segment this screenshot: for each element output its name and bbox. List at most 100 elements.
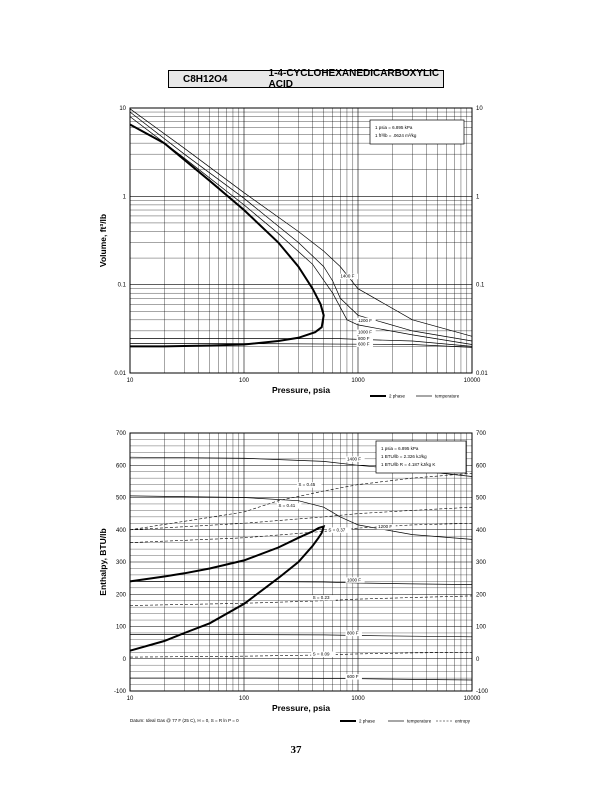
- y-tick-label-right: 300: [476, 560, 487, 566]
- annotation-bg: [345, 630, 362, 637]
- curve-label: S = 0.41: [278, 503, 295, 508]
- curve-label: 1000 F: [358, 330, 372, 335]
- curve-label: 1200 F: [378, 524, 392, 529]
- units-note-line: 1 ft³/lb = .0624 m³/kg: [375, 133, 417, 138]
- annotation-bg: [296, 482, 322, 488]
- curve-label: 1400 F: [340, 274, 354, 279]
- x-tick-label: 1000: [351, 696, 365, 702]
- curve-label: S = 0.23: [313, 595, 330, 600]
- units-note-box: [369, 119, 465, 145]
- annotation-bg: [345, 674, 362, 680]
- x-tick-label: 10000: [464, 378, 481, 384]
- y-tick-label-right: 10: [476, 106, 483, 112]
- curve-label: 1400 F: [347, 456, 361, 461]
- x-tick-label: 10: [127, 378, 134, 384]
- x-tick-label: 1000: [351, 378, 365, 384]
- annotation-bg: [356, 329, 376, 336]
- series-line-600-f: [130, 677, 473, 681]
- series-line-800-f: [130, 634, 473, 638]
- annotation-bg: [338, 273, 359, 280]
- y-tick-label: -100: [114, 689, 127, 695]
- series-line-2-phase: [129, 524, 326, 652]
- y-tick-label-right: 600: [476, 463, 487, 469]
- series-line-800-f: [130, 338, 473, 347]
- series-line-2-phase: [129, 123, 325, 348]
- series-line-1200-f: [129, 111, 473, 342]
- annotation-bg: [326, 527, 352, 533]
- curve-label: 800 F: [358, 336, 370, 341]
- units-note-line: 1 psia = 6.895 kPa: [375, 125, 413, 130]
- y-tick-label-right: 400: [476, 528, 487, 534]
- x-axis-label: Pressure, psia: [272, 703, 330, 713]
- y-tick-label-right: 500: [476, 496, 487, 502]
- x-axis-label: Pressure, psia: [272, 385, 330, 395]
- annotation-bg: [345, 577, 365, 583]
- x-tick-label: 10: [127, 696, 134, 702]
- units-note-line: 1 BTU/lb = 2.326 kJ/kg: [381, 454, 427, 459]
- y-axis-label: Enthalpy, BTU/lb: [98, 528, 108, 595]
- series-line-1200-f: [129, 495, 473, 540]
- units-note-line: 1 BTU/lb R = 4.187 kJ/kg K: [381, 462, 435, 467]
- series-line-s-0-23: [129, 595, 473, 606]
- units-note-line: 1 psia = 6.895 kPa: [381, 446, 419, 451]
- plot-frame: [129, 432, 473, 692]
- y-tick-label-right: 1: [476, 194, 480, 200]
- y-tick-label: 300: [116, 560, 127, 566]
- y-tick-label-right: 0.1: [476, 283, 485, 289]
- y-tick-label: 400: [116, 528, 127, 534]
- series-line-1400-f: [129, 108, 473, 337]
- legend-label: entropy: [455, 719, 471, 724]
- annotation-bg: [356, 336, 373, 342]
- compound-name: 1-4-CYCLOHEXANEDICARBOXYLIC ACID: [268, 68, 440, 90]
- curve-label: 600 F: [347, 674, 359, 679]
- annotation-bg: [311, 595, 336, 601]
- series-line-s-0-45: [129, 473, 473, 531]
- x-tick-label: 10000: [464, 696, 481, 702]
- y-tick-label-right: 200: [476, 592, 487, 598]
- units-note-box: [375, 440, 467, 474]
- y-tick-label: 0.01: [114, 371, 126, 377]
- curve-label: S = 0.45: [298, 482, 315, 487]
- legend-label: temperature: [435, 394, 460, 399]
- x-tick-label: 100: [239, 696, 250, 702]
- y-tick-label: 700: [116, 431, 127, 437]
- datum-footnote: Datum: Ideal Gas @ 77 F (25 C), H = 0, S…: [130, 718, 239, 723]
- y-tick-label-right: 100: [476, 625, 487, 631]
- annotation-bg: [376, 524, 396, 530]
- annotation-bg: [345, 456, 365, 462]
- y-tick-label: 500: [116, 496, 127, 502]
- page-number: 37: [290, 744, 302, 756]
- y-tick-label-right: -100: [476, 689, 489, 695]
- y-tick-label: 600: [116, 463, 127, 469]
- y-tick-label: 100: [116, 625, 127, 631]
- y-tick-label-right: 700: [476, 431, 487, 437]
- y-tick-label: 1: [123, 194, 127, 200]
- y-tick-label: 0: [123, 657, 127, 663]
- curve-label: 1000 F: [347, 577, 361, 582]
- curve-label: S = 0.37: [328, 527, 345, 532]
- series-line-1000-f: [130, 581, 473, 585]
- legend-label: 2 phase: [389, 394, 406, 399]
- series-line-s-0-09: [129, 652, 473, 658]
- legend-label: temperature: [407, 719, 432, 724]
- curve-label: 1200 F: [358, 318, 372, 323]
- annotation-bg: [311, 651, 336, 658]
- y-tick-label: 200: [116, 592, 127, 598]
- compound-formula: C8H12O4: [183, 73, 228, 85]
- annotation-bg: [356, 317, 376, 324]
- legend-label: 2 phase: [359, 719, 376, 724]
- plot-frame: [129, 107, 473, 374]
- title-box: C8H12O4 1-4-CYCLOHEXANEDICARBOXYLIC ACID: [168, 68, 444, 90]
- annotation-bg: [276, 503, 302, 509]
- annotation-bg: [356, 341, 373, 347]
- x-tick-label: 100: [239, 378, 250, 384]
- curve-label: S = 0.09: [313, 652, 330, 657]
- y-tick-label: 0.1: [118, 283, 127, 289]
- y-axis-label: Volume, ft³/lb: [98, 214, 108, 267]
- y-tick-label-right: 0: [476, 657, 480, 663]
- y-tick-label-right: 0.01: [476, 371, 488, 377]
- series-line-s-0-41: [129, 506, 473, 531]
- series-line-s-0-37: [129, 523, 473, 543]
